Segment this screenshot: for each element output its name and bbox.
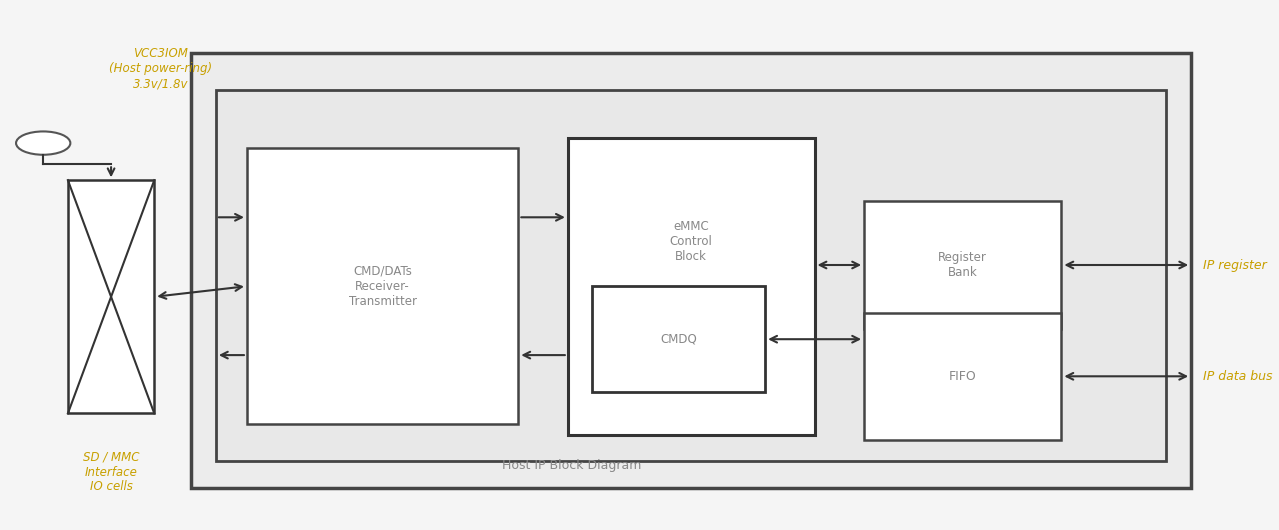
Text: eMMC
Control
Block: eMMC Control Block bbox=[670, 220, 712, 263]
FancyBboxPatch shape bbox=[192, 53, 1191, 488]
FancyBboxPatch shape bbox=[216, 90, 1166, 461]
Text: IP data bus: IP data bus bbox=[1204, 370, 1273, 383]
FancyBboxPatch shape bbox=[865, 201, 1062, 329]
Text: Host IP Block Diagram: Host IP Block Diagram bbox=[501, 458, 641, 472]
FancyBboxPatch shape bbox=[247, 148, 518, 424]
FancyBboxPatch shape bbox=[568, 138, 815, 435]
Text: IP register: IP register bbox=[1204, 259, 1267, 271]
FancyBboxPatch shape bbox=[592, 286, 765, 392]
FancyBboxPatch shape bbox=[68, 180, 155, 413]
Text: VCC3IOM
(Host power-ring)
3.3v/1.8v: VCC3IOM (Host power-ring) 3.3v/1.8v bbox=[109, 47, 212, 91]
Text: SD / MMC
Interface
IO cells: SD / MMC Interface IO cells bbox=[83, 450, 139, 493]
Circle shape bbox=[17, 131, 70, 155]
Text: FIFO: FIFO bbox=[949, 370, 977, 383]
Text: CMDQ: CMDQ bbox=[660, 333, 697, 346]
FancyBboxPatch shape bbox=[865, 313, 1062, 440]
Text: CMD/DATs
Receiver-
Transmitter: CMD/DATs Receiver- Transmitter bbox=[349, 264, 417, 308]
Text: Register
Bank: Register Bank bbox=[939, 251, 987, 279]
